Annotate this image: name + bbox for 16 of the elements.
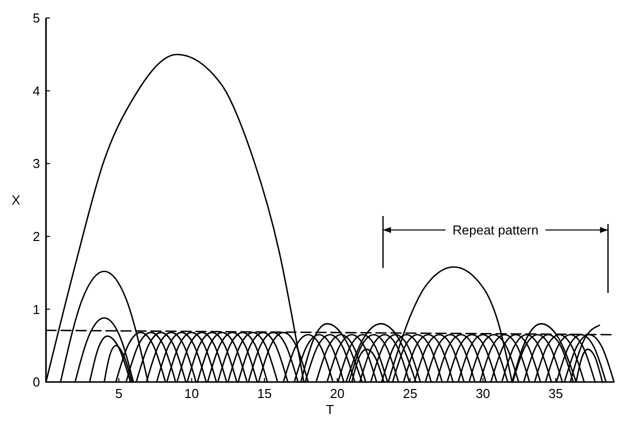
y-tick-label: 3: [32, 156, 40, 172]
x-tick-label: 20: [330, 386, 345, 401]
y-tick-label: 1: [32, 302, 40, 317]
x-tick-label: 25: [402, 386, 418, 401]
x-tick-label: 5: [115, 386, 122, 401]
y-axis-title: X: [12, 192, 21, 208]
x-tick-label: 10: [184, 386, 199, 401]
x-tick-label: 35: [548, 386, 563, 401]
y-tick-label: 5: [32, 10, 40, 26]
y-tick-label: 2: [32, 228, 40, 244]
annotation: Repeat pattern: [452, 222, 539, 238]
x-axis-title: T: [326, 402, 334, 417]
y-tick-label: 0: [32, 374, 40, 390]
x-tick-label: 30: [476, 386, 490, 401]
y-tick-label: 4: [32, 83, 40, 98]
x-tick-label: 15: [257, 386, 272, 401]
